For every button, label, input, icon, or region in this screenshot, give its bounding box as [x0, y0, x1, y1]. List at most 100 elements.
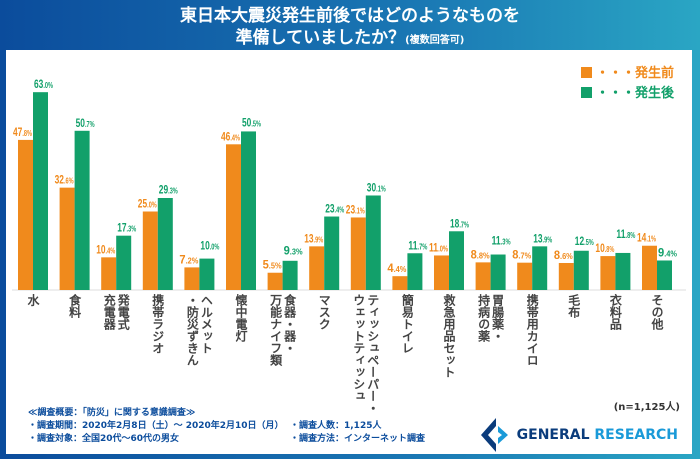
value-label: 9.4% — [658, 247, 677, 259]
category-label: ティッシュペーパー・ ウェットティッシュ — [351, 294, 380, 414]
bar-after — [449, 231, 464, 290]
bar-after — [74, 130, 90, 290]
bar-before — [59, 187, 75, 290]
logo: GENERAL RESEARCH — [480, 418, 678, 452]
bar-before — [309, 246, 325, 290]
value-label: 10.0% — [200, 240, 219, 253]
category-label: 懐中電灯 — [234, 294, 248, 342]
category-label: 食器・器・ 万能ナイフ類 — [268, 294, 297, 366]
category-label: 救急用品セット — [442, 294, 456, 378]
value-label: 11.3% — [492, 235, 511, 248]
value-label: 12.5% — [575, 236, 594, 249]
logo-text-research: RESEARCH — [594, 427, 678, 443]
title-line2: 準備していましたか？ — [235, 28, 406, 48]
category-label: 胃腸薬・ 持病の薬 — [476, 294, 505, 342]
logo-text-general: GENERAL — [516, 427, 590, 443]
bar-before — [558, 262, 574, 290]
value-label: 14.1% — [637, 232, 656, 245]
value-label: 46.4% — [221, 131, 240, 144]
notes-method: ・調査方法：インターネット調査 — [290, 434, 426, 444]
bar-after — [282, 260, 298, 290]
value-label: 4.4% — [387, 263, 406, 275]
value-label: 17.3% — [117, 222, 136, 235]
category-label: ヘルメット ・防災ずきん — [185, 294, 214, 366]
bar-after — [365, 195, 381, 290]
value-label: 11.0% — [429, 242, 448, 255]
bar-before — [517, 262, 533, 290]
bar-before — [184, 267, 200, 290]
category-label: 衣料品 — [608, 294, 623, 330]
bar-after — [490, 254, 506, 290]
notes-target: ・調査対象：全国20代～60代の男女 — [28, 434, 180, 444]
legend-swatch-after — [580, 87, 592, 98]
bar-after — [657, 260, 672, 290]
category-label: 携帯用カイロ — [525, 294, 540, 366]
category-label: 携帯ラジオ — [150, 294, 165, 354]
bar-chart: 47.8% 63.0% 32.6% 50.7% 10.4%17.3%25.0%29.3%… — [12, 79, 686, 291]
bar-after — [157, 197, 173, 290]
value-label: 63.0% — [34, 79, 53, 92]
category-label: 食料 — [67, 294, 82, 318]
bar-after — [33, 92, 48, 291]
bar-before — [18, 139, 33, 290]
bar-before — [226, 144, 241, 290]
value-label: 11.8% — [616, 229, 635, 242]
value-label: 29.3% — [159, 184, 178, 197]
legend-after: ・・・発生後 — [580, 84, 674, 104]
category-label: 発電式 充電器 — [102, 294, 131, 330]
value-label: 30.1% — [367, 182, 386, 195]
bar-before — [267, 272, 283, 290]
category-label: 簡易トイレ — [400, 294, 415, 354]
value-label: 5.5% — [263, 259, 282, 271]
chart-panel: 47.8% 63.0% 32.6% 50.7% 10.4% 17.3% 25.0% 29.3%… — [6, 50, 692, 454]
survey-notes: ≪調査概要：「防災」に関する意識調査≫ ・調査期間：2020年2月8日（土）～ … — [28, 407, 425, 446]
value-label: 50.7% — [76, 118, 95, 131]
value-label: 32.6% — [55, 174, 74, 187]
bar-before — [475, 262, 491, 290]
bar-after — [615, 252, 631, 290]
value-label: 11.7% — [408, 240, 427, 253]
bar-before — [642, 245, 657, 290]
value-label: 7.2% — [179, 254, 198, 266]
legend: ・・・発生前 ・・・発生後 — [580, 64, 674, 104]
value-label: 23.4% — [325, 203, 344, 216]
category-label: 水 — [26, 294, 40, 306]
value-label: 9.3% — [284, 245, 303, 257]
bar-before — [600, 256, 616, 290]
bar-before — [142, 211, 158, 290]
legend-swatch-before — [580, 67, 592, 78]
value-label: 10.8% — [595, 243, 614, 256]
bar-after — [116, 235, 132, 290]
logo-mark-icon — [480, 418, 508, 452]
value-label: 8.8% — [471, 249, 490, 261]
sample-size: (n=1,125人) — [613, 402, 680, 413]
value-label: 13.9% — [533, 233, 552, 246]
bar-before — [101, 257, 117, 290]
category-label: マスク — [317, 294, 332, 330]
value-label: 8.7% — [512, 249, 531, 261]
bar-after — [573, 250, 589, 290]
bar-after — [199, 258, 215, 290]
value-label: 50.5% — [242, 117, 261, 130]
category-label: その他 — [650, 294, 664, 330]
bar-after — [324, 216, 340, 290]
value-label: 25.0% — [138, 198, 157, 211]
notes-period: ・調査期間：2020年2月8日（土）～ 2020年2月10日（月） — [28, 421, 284, 431]
value-label: 47.8% — [13, 127, 32, 140]
bar-after — [532, 246, 548, 290]
notes-heading: ≪調査概要：「防災」に関する意識調査≫ — [28, 408, 196, 418]
chart-title: 東日本大震災発生前後ではどのようなものを 準備していましたか？(複数回答可) — [0, 5, 700, 52]
bar-after — [241, 131, 256, 290]
value-label: 10.4% — [96, 244, 115, 257]
value-label: 18.7% — [450, 218, 469, 231]
bar-before — [434, 255, 449, 290]
value-label: 13.9% — [304, 233, 323, 246]
title-note: (複数回答可) — [405, 35, 465, 46]
category-label: 毛布 — [566, 294, 581, 318]
bar-after — [407, 253, 423, 290]
title-line1: 東日本大震災発生前後ではどのようなものを — [180, 6, 520, 26]
notes-count: ・調査人数：1,125人 — [290, 421, 382, 431]
bar-before — [392, 276, 408, 290]
legend-before: ・・・発生前 — [580, 64, 674, 84]
bar-before — [350, 217, 366, 290]
